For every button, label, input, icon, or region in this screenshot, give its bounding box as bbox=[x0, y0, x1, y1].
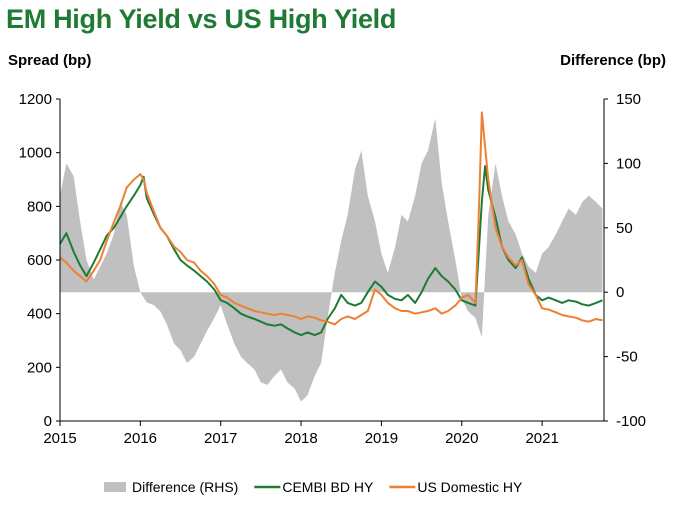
cembi-bd-hy-line bbox=[59, 165, 603, 337]
x-tick-label: 2015 bbox=[43, 430, 76, 447]
legend: Difference (RHS) CEMBI BD HY US Domestic H… bbox=[104, 479, 523, 495]
x-tick-label: 2020 bbox=[445, 430, 478, 447]
y-right-tick-label: -50 bbox=[616, 349, 638, 366]
legend-label-cembi-bd-hy: CEMBI BD HY bbox=[282, 479, 374, 495]
y-right-tick-label: -100 bbox=[616, 413, 646, 430]
x-tick-label: 2021 bbox=[525, 430, 558, 447]
y-right-tick-label: 100 bbox=[616, 155, 641, 172]
y-axis-right-label: Difference (bp) bbox=[560, 52, 666, 69]
x-tick-label: 2018 bbox=[284, 430, 317, 447]
y-left-tick-label: 600 bbox=[27, 252, 52, 269]
x-tick-label: 2019 bbox=[365, 430, 398, 447]
x-tick-label: 2017 bbox=[204, 430, 237, 447]
y-left-tick-label: 0 bbox=[44, 413, 52, 430]
y-right-tick-label: 150 bbox=[616, 91, 641, 108]
us-domestic-hy-line bbox=[59, 111, 603, 326]
y-left-tick-label: 400 bbox=[27, 306, 52, 323]
x-tick-label: 2016 bbox=[124, 430, 157, 447]
y-right-tick-label: 0 bbox=[616, 284, 624, 301]
legend-swatch-difference-rhs- bbox=[104, 482, 126, 492]
legend-label-difference-rhs-: Difference (RHS) bbox=[132, 479, 238, 495]
difference-area-layer bbox=[60, 118, 603, 402]
series-lines-layer bbox=[59, 111, 603, 337]
y-axis-left-label: Spread (bp) bbox=[8, 52, 92, 69]
chart-title: EM High Yield vs US High Yield bbox=[6, 4, 397, 34]
difference-area bbox=[60, 118, 603, 402]
legend-label-us-domestic-hy: US Domestic HY bbox=[417, 479, 523, 495]
y-left-tick-label: 200 bbox=[27, 359, 52, 376]
y-left-tick-label: 1200 bbox=[19, 91, 52, 108]
y-left-tick-label: 800 bbox=[27, 198, 52, 215]
axes-layer: 0 200 400 600 800 1000 1200 -100 -50 0 50 100 150 201… bbox=[19, 91, 646, 447]
y-left-tick-label: 1000 bbox=[19, 145, 52, 162]
y-right-tick-label: 50 bbox=[616, 220, 633, 237]
